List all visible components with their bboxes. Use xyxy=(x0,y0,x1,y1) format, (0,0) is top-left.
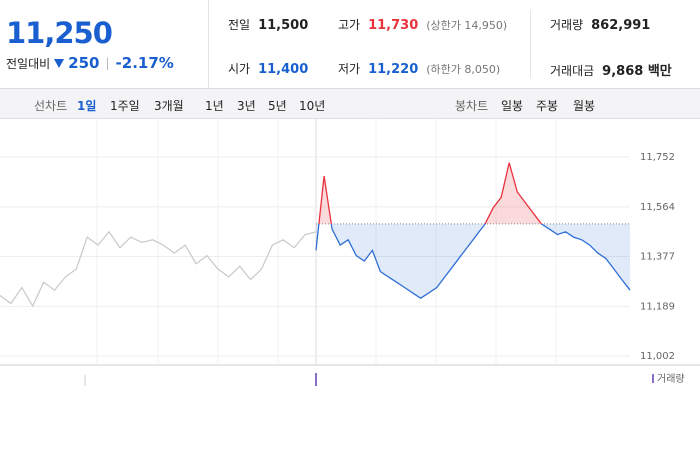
period-tab[interactable]: 1주일 xyxy=(110,99,140,113)
stat-note: (상한가 14,950) xyxy=(426,19,508,32)
period-tab[interactable]: 1년 xyxy=(205,99,224,113)
y-tick-label: 11,752 xyxy=(640,152,675,163)
stat-label: 전일 xyxy=(228,18,251,32)
stat-label: 거래량 xyxy=(550,18,584,32)
price: 11,250 xyxy=(6,16,113,50)
divider xyxy=(530,10,531,78)
volume-legend-marker xyxy=(652,374,654,383)
period-tab[interactable]: 1일 xyxy=(77,99,97,113)
stat-value: 11,730 xyxy=(368,18,419,33)
volume-label: 거래량 xyxy=(657,373,685,385)
stat-note: (하한가 8,050) xyxy=(426,63,501,76)
period-tab[interactable]: 3개월 xyxy=(154,99,184,113)
stat: 시가 11,400 xyxy=(228,60,308,77)
stat: 고가 11,730 (상한가 14,950) xyxy=(338,16,507,33)
stat: 전일 11,500 xyxy=(228,16,308,33)
tab-group-label: 선차트 xyxy=(34,99,68,113)
header: 11,250 전일대비 250 | -2.17% 전일 11,500 고가 11,73… xyxy=(0,0,700,89)
tab-group-label: 봉차트 xyxy=(455,99,489,113)
stat-value: 11,500 xyxy=(258,18,309,33)
down-area xyxy=(316,223,630,299)
stat-value: 11,400 xyxy=(258,62,309,77)
separator: | xyxy=(105,56,110,70)
prev-day-line xyxy=(0,230,317,308)
change-rate: -2.17% xyxy=(115,54,174,72)
change: 전일대비 250 | -2.17% xyxy=(6,54,174,72)
stat-value: 9,868 백만 xyxy=(602,64,672,79)
period-tab[interactable]: 5년 xyxy=(268,99,287,113)
candle-tab[interactable]: 월봉 xyxy=(573,99,596,113)
period-tab[interactable]: 10년 xyxy=(299,99,326,113)
candle-tab[interactable]: 일봉 xyxy=(501,99,524,113)
stat-label: 고가 xyxy=(338,18,361,32)
stat-label: 시가 xyxy=(228,62,251,76)
y-tick-label: 11,377 xyxy=(640,252,675,263)
y-tick-label: 11,189 xyxy=(640,301,675,312)
tab-bar: 선차트 1일 1주일 3개월 1년 3년 5년 10년 봉차트 일봉 주봉 월봉 xyxy=(0,89,700,119)
quote: 11,250 전일대비 250 | -2.17% xyxy=(0,0,209,88)
stat-value: 11,220 xyxy=(368,62,419,77)
stat: 저가 11,220 (하한가 8,050) xyxy=(338,60,500,77)
down-icon xyxy=(54,59,65,68)
change-label: 전일대비 xyxy=(6,56,51,71)
stat-label: 거래대금 xyxy=(550,64,595,78)
period-tab[interactable]: 3년 xyxy=(237,99,256,113)
stat: 거래량 862,991 xyxy=(550,16,650,33)
stat-value: 862,991 xyxy=(591,18,651,33)
candle-tab[interactable]: 주봉 xyxy=(536,99,559,113)
y-tick-label: 11,002 xyxy=(640,351,675,362)
y-tick-label: 11,564 xyxy=(640,202,675,213)
change-value: 250 xyxy=(68,54,100,72)
up-area xyxy=(318,162,542,224)
stat-label: 저가 xyxy=(338,62,361,76)
stat: 거래대금 9,868 백만 xyxy=(550,60,672,79)
price-line-down xyxy=(315,223,631,299)
